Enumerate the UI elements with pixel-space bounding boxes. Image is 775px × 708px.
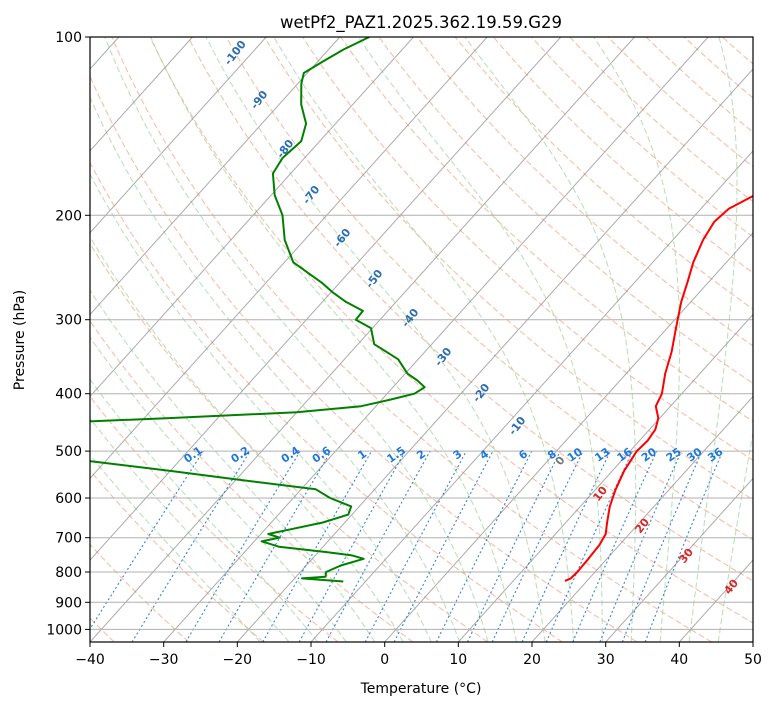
dry-adiabat-line <box>454 37 753 310</box>
dry-adiabat-line <box>90 469 264 642</box>
isotherm-line <box>310 150 753 642</box>
x-tick-label: 50 <box>744 652 762 668</box>
y-tick-label: 400 <box>55 387 82 403</box>
moist-adiabat-line <box>104 37 489 642</box>
x-tick-label: −10 <box>296 652 326 668</box>
mixing-ratio-line <box>644 450 724 642</box>
moist-adiabat-line <box>205 37 546 642</box>
x-tick-label: 20 <box>523 652 541 668</box>
y-tick-label: 900 <box>55 595 82 611</box>
x-tick-label: 30 <box>597 652 615 668</box>
mixing-ratio-line <box>218 450 332 642</box>
y-tick-label: 800 <box>55 565 82 581</box>
isotherm-line <box>90 37 635 642</box>
pressure-gridlines <box>90 37 753 630</box>
y-tick-label: 200 <box>55 208 82 224</box>
mixing-ratio-line <box>521 450 611 642</box>
profile-lines <box>90 37 753 583</box>
y-tick-label: 700 <box>55 531 82 547</box>
x-axis-title: Temperature (°C) <box>360 681 482 697</box>
moist-adiabat-line <box>90 378 319 642</box>
isotherm-line <box>163 37 709 642</box>
isotherm-line <box>90 37 414 398</box>
background-lines <box>90 37 753 642</box>
x-tick-label: −40 <box>75 652 105 668</box>
isotherm-line <box>90 37 341 316</box>
y-tick-label: 600 <box>55 491 82 507</box>
isotherm-line <box>384 232 753 642</box>
isotherm-line <box>90 37 193 152</box>
moist-adiabat-line <box>273 37 575 642</box>
x-tick-label: 10 <box>449 652 467 668</box>
mixing-ratio-line <box>185 450 301 642</box>
dry-adiabat-line <box>264 37 753 501</box>
isotherm-line <box>531 395 753 642</box>
dry-adiabat-line <box>225 37 753 541</box>
dry-adiabat-line <box>90 395 339 642</box>
chart-title: wetPf2_PAZ1.2025.362.19.59.G29 <box>280 13 562 33</box>
dry-adiabat-line <box>416 37 753 347</box>
x-tick-label: 40 <box>670 652 688 668</box>
y-axis-title: Pressure (hPa) <box>12 290 28 390</box>
x-tick-label: −30 <box>149 652 179 668</box>
dry-adiabat-line <box>111 37 712 642</box>
dry-adiabat-line <box>90 242 488 642</box>
mixing-ratio-line <box>545 450 633 642</box>
x-tick-label: 0 <box>380 652 389 668</box>
axis-ticks: −40 −30 −20 −10 0 10 20 30 40 50 100 200 300 400 500 60… <box>46 30 762 668</box>
plot-frame <box>89 36 754 643</box>
moist-adiabat-line <box>90 289 376 642</box>
mixing-ratio-line <box>131 450 251 642</box>
mixing-ratio-line <box>298 450 406 642</box>
moist-adiabat-line <box>717 429 753 642</box>
isotherm-line <box>605 477 753 642</box>
mixing-ratio-line <box>90 450 204 631</box>
moist-adiabat-line <box>90 453 261 642</box>
moist-adiabat-line <box>357 37 603 642</box>
dry-adiabat-line <box>90 161 563 642</box>
x-tick-label: −20 <box>223 652 253 668</box>
dry-adiabat-line <box>492 37 753 274</box>
dry-adiabat-line <box>569 37 753 203</box>
dry-adiabat-line <box>340 37 753 423</box>
moist-adiabat-line <box>90 417 290 642</box>
isotherm-line <box>90 37 488 480</box>
dry-adiabat-line <box>149 37 753 624</box>
mixing-ratio-line <box>491 450 584 642</box>
dry-adiabat-line <box>378 37 753 385</box>
isotherm-line <box>457 313 753 642</box>
dry-adiabat-line <box>187 37 753 582</box>
y-tick-label: 500 <box>55 444 82 460</box>
moist-adiabat-line <box>688 37 738 642</box>
mixing-ratio-line <box>599 450 682 642</box>
moist-adiabat-line <box>90 235 404 642</box>
y-tick-label: 1000 <box>46 622 82 638</box>
moist-adiabat-line <box>593 37 681 642</box>
mixing-ratio-line <box>467 450 561 642</box>
isotherm-line <box>90 37 267 234</box>
dry-adiabat-line <box>531 37 753 238</box>
dewpoint-profile-line <box>90 37 426 583</box>
y-tick-label: 100 <box>55 30 82 46</box>
temperature-profile-line <box>564 194 753 582</box>
dry-adiabat-line <box>90 320 414 642</box>
mixing-ratio-line <box>572 450 658 642</box>
dry-adiabat-line <box>607 37 753 168</box>
isotherm-line <box>90 37 562 561</box>
y-tick-label: 300 <box>55 313 82 329</box>
mixing-ratio-line <box>262 450 373 642</box>
dry-adiabat-line <box>90 75 638 642</box>
mixing-ratio-line <box>621 450 703 642</box>
moist-adiabat-line <box>464 37 637 642</box>
moist-adiabat-line <box>90 336 347 642</box>
isotherm-line <box>236 68 753 642</box>
moist-adiabat-line <box>90 172 432 642</box>
mixing-ratio-line <box>325 450 431 642</box>
moist-adiabat-line <box>90 95 461 642</box>
